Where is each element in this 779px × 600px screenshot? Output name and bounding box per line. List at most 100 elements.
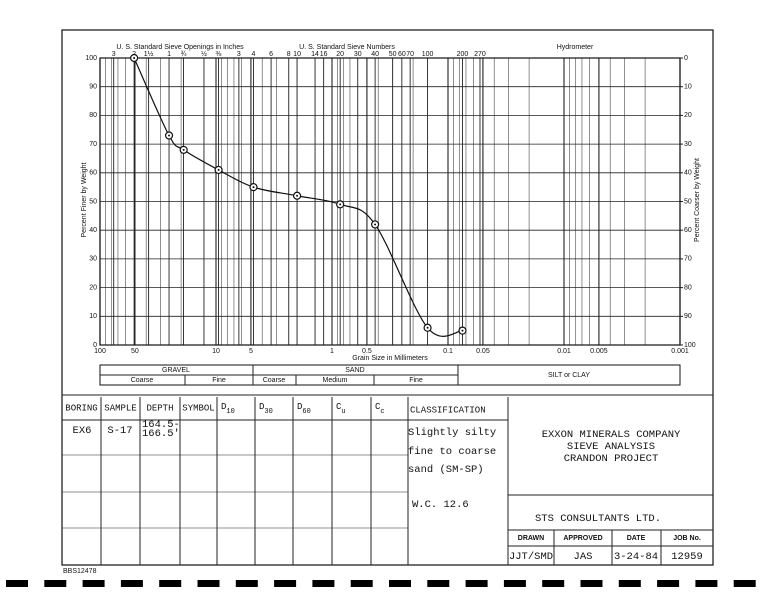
data-point-center: [168, 134, 171, 137]
y-tick-label: 20: [89, 284, 97, 291]
water-content: W.C. 12.6: [412, 499, 469, 511]
sieve-number-label: 16: [320, 51, 328, 58]
footer-code: BBS12478: [63, 568, 97, 575]
perforation: [427, 580, 450, 587]
classification-bar: GRAVEL SAND SILT or CLAY Coarse Fine Coa…: [99, 364, 681, 386]
y2-tick-label: 70: [684, 256, 692, 263]
perforation: [44, 580, 67, 587]
y-tick-label: 50: [89, 198, 97, 205]
page-frame: [61, 29, 714, 566]
y-tick-label: 80: [89, 112, 97, 119]
column-header: SYMBOL: [182, 403, 214, 413]
x-tick-label: 0.01: [557, 348, 571, 355]
classification-header: CLASSIFICATION: [410, 405, 486, 415]
perforation: [465, 580, 488, 587]
x-tick-label: 0.5: [362, 348, 372, 355]
sieve-number-label: 70: [406, 51, 414, 58]
perforation: [389, 580, 411, 587]
x-tick-label: 10: [212, 348, 220, 355]
header-sub: c: [380, 408, 384, 416]
header-sub: 10: [226, 408, 234, 416]
sieve-inch-label: ¾: [181, 51, 187, 58]
perforation: [6, 580, 28, 587]
y2-tick-label: 50: [684, 198, 692, 205]
field-value: JAS: [574, 551, 593, 563]
header-base: D: [259, 402, 264, 412]
field-value: JJT/SMD: [509, 551, 553, 563]
field-header: DATE: [627, 535, 646, 542]
header-sub: 60: [302, 408, 310, 416]
y-axis-label: Percent Finer by Weight: [81, 162, 88, 237]
header-base: C: [336, 402, 342, 412]
classification-line: sand (SM-SP): [408, 464, 484, 476]
x-tick-label: 0.05: [476, 348, 490, 355]
depth-value: 164.5-: [142, 419, 180, 431]
title-line: EXXON MINERALS COMPANY: [542, 429, 681, 441]
title-line: SIEVE ANALYSIS: [567, 441, 655, 453]
sieve-number-label: 8: [287, 51, 291, 58]
perforation: [82, 580, 105, 587]
perforation: [503, 580, 526, 587]
sand-label: SAND: [345, 367, 364, 374]
perforation: [657, 580, 680, 587]
column-header: Cu: [336, 402, 346, 415]
y-tick-label: 30: [89, 256, 97, 263]
data-point-center: [252, 186, 255, 189]
sieve-number-label: 50: [389, 51, 397, 58]
gravel-label: GRAVEL: [162, 367, 190, 374]
sieve-number-label: 4: [252, 51, 256, 58]
field-header: DRAWN: [518, 535, 544, 542]
header-sub: 30: [264, 408, 272, 416]
sieve-number-label: 60: [398, 51, 406, 58]
column-header: D60: [297, 402, 311, 415]
y2-tick-label: 10: [684, 84, 692, 91]
sieve-number-label: 3: [237, 51, 241, 58]
header-base: D: [297, 402, 302, 412]
header-sub: u: [341, 408, 345, 416]
x-tick-label: 0.001: [671, 348, 689, 355]
y2-tick-label: 20: [684, 112, 692, 119]
y2-tick-label: 30: [684, 141, 692, 148]
sieve-number-label: 100: [422, 51, 434, 58]
consultant: STS CONSULTANTS LTD.: [535, 513, 661, 525]
perforation: [542, 580, 565, 587]
x-axis-label: Grain Size in Millimeters: [352, 355, 428, 362]
y2-tick-label: 0: [684, 55, 688, 62]
perforation: [312, 580, 335, 587]
y-tick-label: 40: [89, 227, 97, 234]
data-table: CLASSIFICATION EX6 S-17 164.5- 166.5' Sl…: [62, 397, 713, 565]
data-point-center: [461, 329, 464, 332]
plot-frame: [99, 57, 681, 346]
sieve-numbers-title: U. S. Standard Sieve Numbers: [299, 44, 395, 51]
field-header: JOB No.: [673, 535, 701, 542]
perforation: [618, 580, 641, 587]
x-tick-label: 0.1: [443, 348, 453, 355]
sand-coarse: Coarse: [263, 377, 286, 384]
data-point-center: [133, 57, 136, 59]
title-line: CRANDON PROJECT: [564, 453, 659, 465]
sieve-number-label: 270: [474, 51, 486, 58]
perforation: [580, 580, 603, 587]
data-point-center: [182, 148, 185, 151]
y2-tick-label: 100: [684, 342, 696, 349]
sample-value: S-17: [107, 425, 132, 437]
perforation: [235, 580, 258, 587]
field-header: APPROVED: [563, 535, 602, 542]
gradation-curve: [133, 57, 463, 337]
field-value: 3-24-84: [614, 551, 658, 563]
data-point-center: [296, 194, 299, 197]
column-header: DEPTH: [146, 403, 173, 413]
y2-tick-label: 80: [684, 284, 692, 291]
classification-line: Slightly silty: [408, 427, 496, 439]
classification-line: fine to coarse: [408, 446, 496, 458]
sand-fine: Fine: [409, 377, 423, 384]
y2-tick-label: 60: [684, 227, 692, 234]
x-tick-label: 1: [330, 348, 334, 355]
sieve-inch-label: ⅜: [216, 51, 222, 58]
perforation: [733, 580, 756, 587]
gravel-coarse: Coarse: [131, 377, 154, 384]
y2-axis-label: Percent Coarser by Weight: [694, 158, 701, 242]
sieve-inch-label: 1: [167, 51, 171, 58]
depth-value: 166.5': [142, 428, 180, 440]
sieve-inch-label: 3: [112, 51, 116, 58]
